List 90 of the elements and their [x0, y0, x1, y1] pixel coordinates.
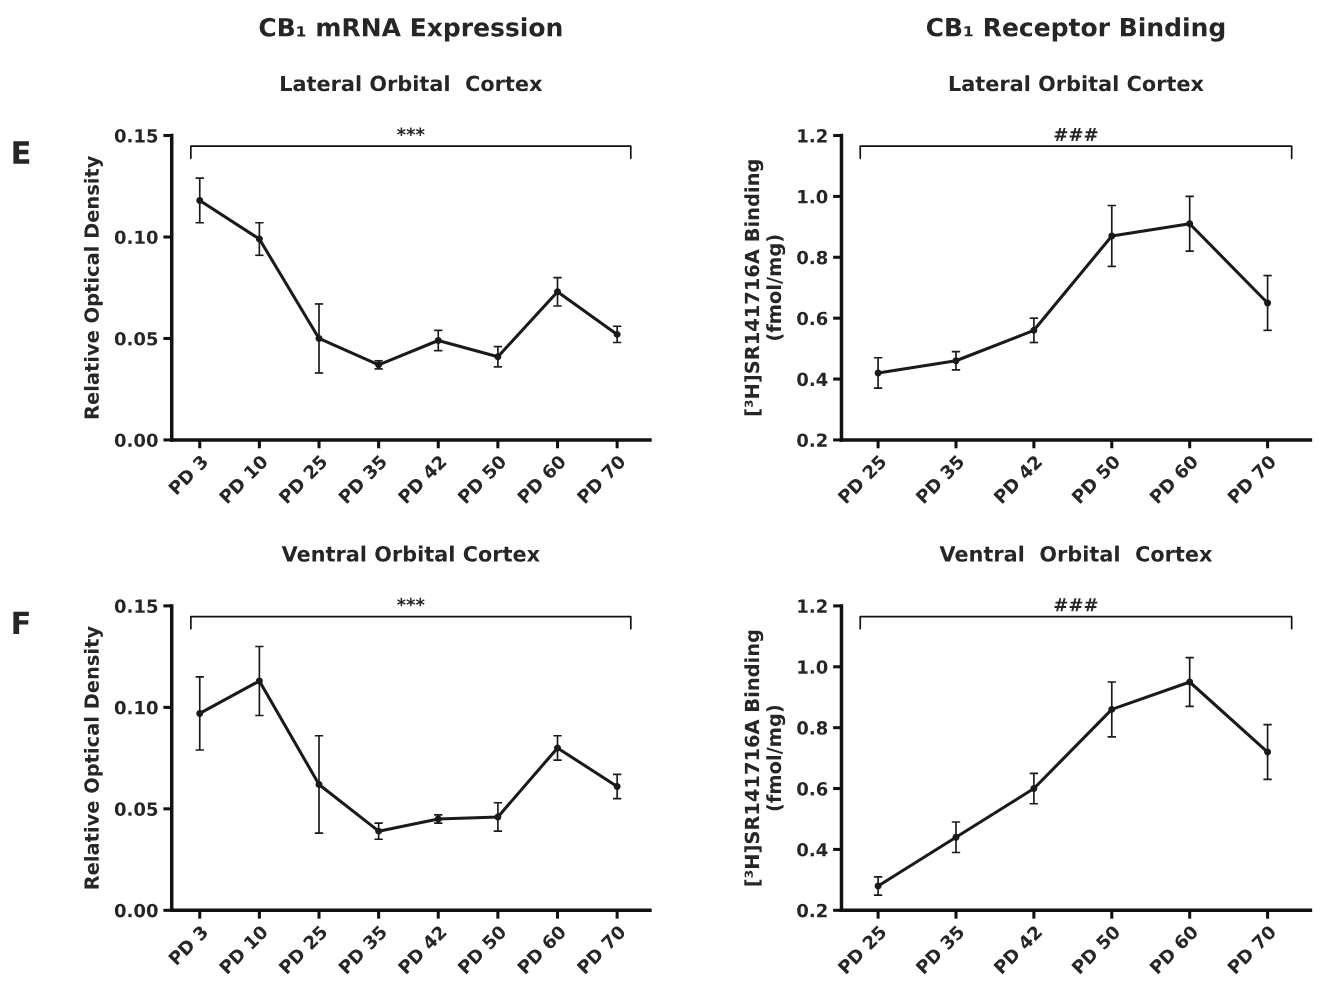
- point: [874, 882, 882, 890]
- x-tick-label: PD 35: [337, 924, 388, 975]
- point: [874, 369, 882, 377]
- point: [1108, 705, 1116, 713]
- x-tick-label: PD 42: [993, 454, 1043, 504]
- x-tick-label: PD 42: [397, 924, 447, 975]
- y-tick-label: 0.2: [797, 903, 827, 918]
- point: [1186, 678, 1194, 686]
- text: F: [13, 611, 29, 635]
- y-tick-label: 1.2: [798, 599, 827, 613]
- point: [315, 334, 323, 342]
- x-tick-label: PD 60: [1148, 453, 1199, 505]
- x-tick-label: PD 70: [1226, 924, 1277, 975]
- x-tick-label: PD 60: [516, 453, 567, 505]
- point: [494, 813, 502, 821]
- y-tick-label: 0.2: [797, 433, 827, 448]
- point: [1030, 785, 1038, 793]
- point: [375, 827, 383, 835]
- x-tick-label: PD 25: [837, 454, 888, 505]
- x-tick-label: PD 50: [1071, 453, 1122, 505]
- x-tick-label: PD 70: [576, 924, 627, 975]
- point: [196, 709, 204, 717]
- x-tick-label: PD 25: [278, 454, 328, 505]
- x-tick-label: PD 60: [1148, 924, 1199, 975]
- point: [1264, 748, 1272, 756]
- y-axis-title: [³H]SR141716A Binding (fmol/mg): [744, 160, 786, 416]
- y-axis-title: Relative Optical Density: [83, 626, 103, 889]
- point: [255, 677, 263, 685]
- chart-title: CB₁ mRNA Expression: [259, 17, 562, 42]
- point: [952, 357, 960, 365]
- y-tick-label: 0.00: [114, 903, 158, 918]
- point: [494, 353, 502, 361]
- chart-subtitle: Ventral Orbital Cortex: [939, 545, 1213, 562]
- annotation: ***: [397, 597, 425, 607]
- y-tick-label: 1.0: [798, 660, 828, 674]
- point: [315, 781, 323, 788]
- y-tick-label: 0.05: [114, 331, 158, 346]
- point: [1030, 326, 1038, 334]
- y-tick-label: 0.4: [797, 842, 828, 857]
- point: [613, 783, 621, 790]
- x-tick-label: PD 25: [837, 924, 888, 975]
- x-tick-label: PD 70: [576, 453, 627, 505]
- y-tick-label: 0.15: [114, 128, 158, 143]
- annotation: ###: [1054, 598, 1098, 612]
- point: [1264, 299, 1272, 307]
- y-tick-label: 0.10: [114, 700, 158, 715]
- point: [613, 330, 621, 338]
- x-tick-label: PD 10: [218, 453, 269, 505]
- x-tick-label: PD 35: [337, 454, 388, 505]
- x-tick-label: PD 25: [278, 924, 328, 975]
- x-tick-label: PD 60: [516, 924, 567, 975]
- y-tick-label: 0.4: [797, 372, 828, 387]
- point: [952, 833, 960, 841]
- y-axis-title: [³H]SR141716A Binding (fmol/mg): [744, 630, 786, 886]
- point: [554, 288, 561, 296]
- chart-subtitle: Lateral Orbital Cortex: [281, 75, 543, 92]
- x-tick-label: PD 50: [457, 453, 508, 505]
- annotation: ***: [397, 127, 425, 136]
- y-tick-label: 1.0: [798, 189, 828, 204]
- x-tick-label: PD 42: [397, 454, 447, 504]
- x-tick-label: PD 3: [167, 924, 209, 966]
- x-tick-label: PD 42: [993, 924, 1043, 975]
- x-tick-label: PD 70: [1226, 453, 1277, 505]
- x-tick-label: PD 10: [218, 924, 269, 975]
- point: [1186, 220, 1194, 228]
- point: [1108, 232, 1116, 240]
- y-tick-label: 0.8: [797, 250, 828, 265]
- point: [255, 235, 263, 243]
- y-tick-label: 0.6: [797, 782, 828, 796]
- x-tick-label: PD 50: [457, 924, 508, 975]
- y-tick-label: 0.10: [114, 230, 158, 245]
- point: [196, 196, 204, 204]
- text: E: [13, 141, 30, 164]
- annotation: ###: [1054, 127, 1098, 141]
- y-tick-label: 1.2: [798, 128, 827, 143]
- y-axis-title: Relative Optical Density: [83, 155, 103, 419]
- x-tick-label: PD 3: [167, 454, 209, 496]
- y-tick-label: 0.15: [114, 599, 158, 614]
- chart-title: CB₁ Receptor Binding: [926, 17, 1225, 42]
- x-tick-label: PD 50: [1071, 924, 1122, 975]
- point: [554, 744, 561, 752]
- chart-subtitle: Lateral Orbital Cortex: [949, 75, 1204, 92]
- y-tick-label: 0.8: [797, 721, 828, 735]
- x-tick-label: PD 35: [915, 924, 965, 975]
- y-tick-label: 0.00: [114, 433, 158, 448]
- chart-subtitle: Ventral Orbital Cortex: [281, 545, 540, 562]
- x-tick-label: PD 35: [915, 454, 965, 505]
- y-tick-label: 0.05: [114, 802, 158, 816]
- y-tick-label: 0.6: [797, 311, 828, 326]
- point: [434, 337, 442, 344]
